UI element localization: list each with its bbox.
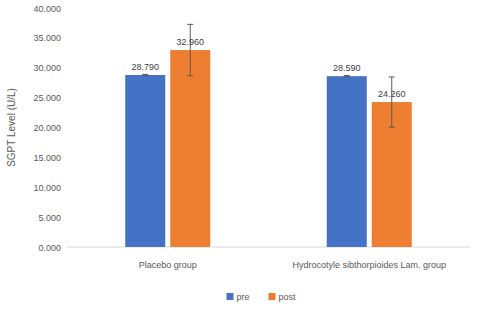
y-tick-label: 0.000 bbox=[38, 243, 61, 253]
y-tick-label: 30.000 bbox=[33, 63, 61, 73]
error-cap bbox=[389, 76, 395, 77]
y-axis-label: SGPT Level (U/L) bbox=[6, 88, 17, 167]
data-label: 32.960 bbox=[176, 37, 204, 47]
error-cap bbox=[187, 24, 193, 25]
tick-mark bbox=[64, 217, 67, 218]
tick-mark bbox=[64, 37, 67, 38]
x-tick-label: Hydrocotyle sibthorpioides Lam. group bbox=[292, 260, 446, 270]
bar bbox=[125, 75, 165, 247]
legend-swatch bbox=[227, 293, 234, 300]
data-label: 28.790 bbox=[131, 62, 159, 72]
y-tick-label: 20.000 bbox=[33, 123, 61, 133]
error-bar bbox=[187, 24, 193, 75]
error-cap bbox=[344, 75, 350, 76]
error-bar bbox=[344, 76, 350, 77]
error-stem bbox=[391, 77, 392, 127]
y-tick-label: 5.000 bbox=[38, 213, 61, 223]
tick-mark bbox=[64, 187, 67, 188]
error-bar bbox=[142, 74, 148, 75]
error-cap bbox=[142, 75, 148, 76]
chart: 0.000 5.000 10.000 15.000 20.000 25.000 30.000… bbox=[0, 0, 480, 319]
legend-swatch bbox=[269, 293, 276, 300]
legend-label: pre bbox=[237, 292, 250, 302]
legend-label: post bbox=[279, 292, 297, 302]
data-label: 28.590 bbox=[333, 63, 361, 73]
error-stem bbox=[190, 24, 191, 75]
y-tick-label: 40.000 bbox=[33, 4, 61, 14]
y-tick-label: 25.000 bbox=[33, 93, 61, 103]
error-cap bbox=[389, 127, 395, 128]
bars bbox=[125, 24, 412, 247]
y-tick-label: 10.000 bbox=[33, 183, 61, 193]
bar bbox=[170, 50, 210, 247]
data-label: 24.260 bbox=[378, 89, 406, 99]
error-bar bbox=[389, 77, 395, 127]
bar bbox=[327, 76, 367, 247]
tick-mark bbox=[64, 247, 67, 248]
tick-mark bbox=[64, 67, 67, 68]
y-tick-label: 35.000 bbox=[33, 33, 61, 43]
tick-mark bbox=[64, 157, 67, 158]
error-cap bbox=[142, 74, 148, 75]
y-tick-label: 15.000 bbox=[33, 153, 61, 163]
error-cap bbox=[344, 76, 350, 77]
legend: pre post bbox=[227, 292, 297, 302]
error-cap bbox=[187, 75, 193, 76]
tick-mark bbox=[64, 127, 67, 128]
tick-mark bbox=[64, 8, 67, 9]
x-tick-label: Placebo group bbox=[139, 260, 197, 270]
tick-mark bbox=[64, 97, 67, 98]
